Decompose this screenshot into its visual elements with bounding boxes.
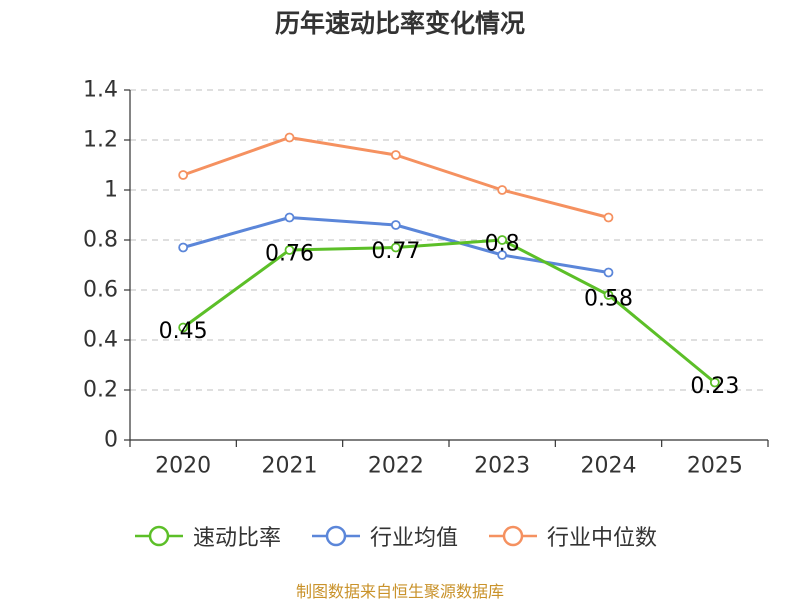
y-tick-label: 1.2 [83,128,118,153]
data-point [709,377,720,388]
data-label: 0.76 [265,242,314,267]
data-point [603,212,614,223]
data-point [497,250,508,260]
data-point [497,185,508,195]
x-tick-label: 2023 [474,454,530,479]
x-tick-label: 2022 [368,454,424,479]
series-line [182,238,716,384]
data-source-note: 制图数据来自恒生聚源数据库 [295,582,504,601]
data-label: 0.23 [690,374,739,399]
y-tick-label: 0 [104,428,118,453]
legend-marker-quick-ratio [135,525,183,547]
legend-item-industry-median[interactable]: 行业中位数 [487,520,657,552]
data-point [390,220,401,230]
y-tick-label: 0.8 [83,228,118,253]
legend-item-quick-ratio[interactable]: 速动比率 [133,520,281,552]
data-label: 0.77 [371,239,420,264]
data-point [497,235,508,245]
data-point [284,212,295,223]
data-point [284,132,295,143]
data-point [603,267,614,278]
legend-label-industry-average: 行业均值 [370,526,459,551]
x-tick-label: 2025 [687,454,743,479]
axes: 0 0.2 0.4 0.6 0.8 1 1.2 1.4 2020 2021 2022 2023 2024… [83,78,769,479]
y-tick-label: 0.6 [83,278,118,303]
data-point [390,242,401,253]
y-tick-label: 1 [104,178,118,203]
data-label: 0.58 [584,287,633,312]
chart-title: 历年速动比率变化情况 [274,9,525,38]
legend-label-quick-ratio: 速动比率 [193,526,282,551]
data-point [284,245,295,255]
y-tick-label: 0.4 [83,328,118,353]
data-point [603,290,614,300]
legend-label-industry-median: 行业中位数 [547,526,658,551]
legend-marker-industry-average [312,525,360,547]
legend: 速动比率 行业均值 行业中位数 [0,520,800,552]
data-label: 0.8 [485,232,520,257]
x-tick-label: 2024 [581,454,637,479]
y-tick-label: 1.4 [83,78,118,103]
x-tick-label: 2021 [262,454,318,479]
data-label: 0.45 [159,319,208,344]
y-tick-label: 0.2 [83,378,118,403]
x-tick-label: 2020 [155,454,211,479]
series-line [182,136,609,219]
legend-marker-industry-median [489,525,537,547]
series-0 [178,235,720,388]
data-point [390,150,401,160]
legend-item-industry-average[interactable]: 行业均值 [310,520,458,552]
series-1 [178,212,614,278]
data-labels: 0.45 0.76 0.77 0.8 0.58 0.23 [159,232,740,400]
data-point [178,170,189,180]
series-2 [178,132,614,223]
series-lines [178,132,720,388]
data-point [178,322,189,333]
data-point [178,242,189,253]
